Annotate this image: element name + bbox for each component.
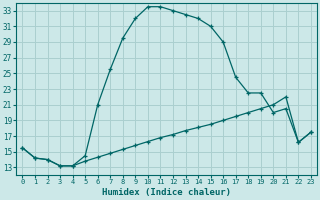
X-axis label: Humidex (Indice chaleur): Humidex (Indice chaleur) [102, 188, 231, 197]
